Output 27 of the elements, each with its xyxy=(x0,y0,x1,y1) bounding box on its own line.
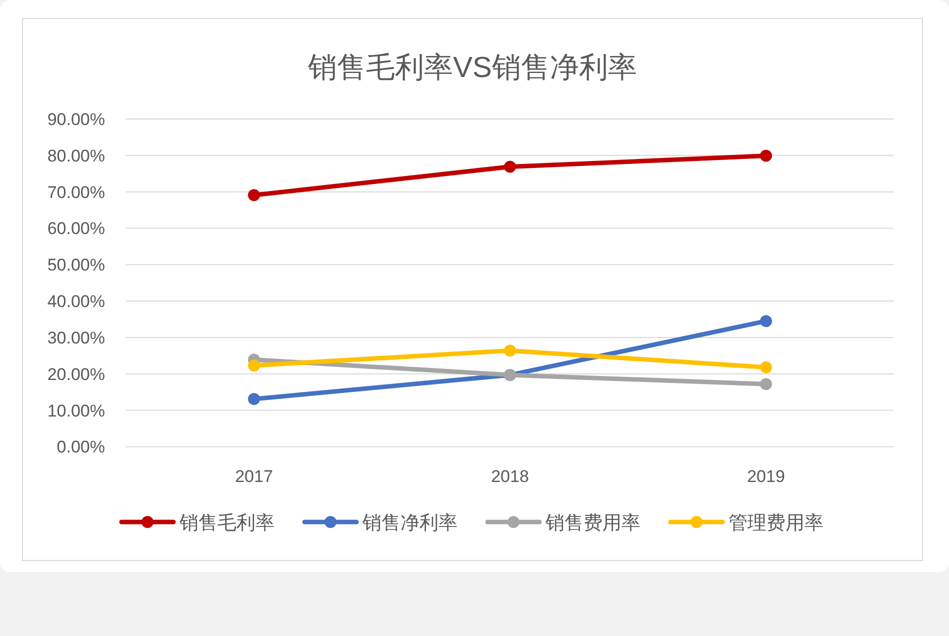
legend-label: 销售净利率 xyxy=(362,512,458,534)
point xyxy=(248,393,260,405)
y-tick-label: 10.00% xyxy=(47,401,105,420)
y-tick-label: 70.00% xyxy=(47,182,105,202)
title: 销售毛利率VS销售净利率 xyxy=(308,52,637,84)
y-tick-label: 80.00% xyxy=(47,146,105,166)
x-tick-label: 2019 xyxy=(747,467,785,486)
legend-label: 销售费用率 xyxy=(544,512,640,534)
y-tick-label: 60.00% xyxy=(47,219,105,238)
point xyxy=(504,160,516,173)
y-tick-label: 90.00% xyxy=(47,110,105,129)
y-tick-label: 0.00% xyxy=(56,438,105,457)
point xyxy=(248,360,260,372)
point xyxy=(760,150,772,162)
legend-label: 销售毛利率 xyxy=(178,512,274,534)
y-tick-label: 50.00% xyxy=(47,256,105,275)
point xyxy=(760,315,772,328)
x-tick-label: 2018 xyxy=(491,467,529,486)
point xyxy=(248,189,260,202)
y-tick-label: 30.00% xyxy=(47,328,105,348)
point xyxy=(760,378,772,390)
x-tick-label: 2017 xyxy=(235,467,273,486)
legend-label: 管理费用率 xyxy=(728,512,824,534)
point xyxy=(760,361,772,374)
point xyxy=(504,344,516,357)
y-tick-label: 20.00% xyxy=(47,364,105,384)
y-tick-label: 40.00% xyxy=(47,292,105,312)
